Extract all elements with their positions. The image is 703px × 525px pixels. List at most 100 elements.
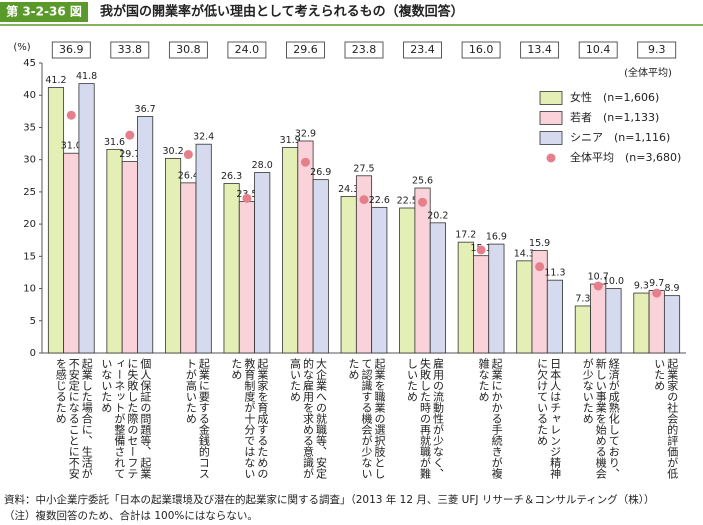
- bar: [371, 206, 388, 354]
- avg-dot: [183, 150, 193, 160]
- avg-box-label: 23.4: [410, 43, 435, 56]
- x-tick-label: 日本人はチャレンジ精神に欠けているため: [535, 358, 562, 479]
- avg-box-label: 29.6: [293, 43, 318, 56]
- bar: [605, 288, 622, 354]
- avg-box-label: 30.8: [176, 43, 201, 56]
- avg-dot: [476, 245, 486, 255]
- avg-box-label: 9.3: [648, 43, 666, 56]
- value-label: 27.5: [353, 163, 374, 174]
- avg-box-label: 23.8: [352, 43, 377, 56]
- avg-box-label: 10.4: [586, 43, 611, 56]
- x-tick-label: 大企業への就職等、安定的な雇用を求める意識が高いため: [288, 358, 328, 479]
- avg-dot: [125, 130, 135, 140]
- y-tick-label: 10: [23, 284, 36, 295]
- bar: [121, 161, 138, 354]
- bar: [648, 290, 665, 354]
- avg-dot: [66, 110, 76, 120]
- value-label: 31.9: [280, 135, 301, 146]
- bar: [429, 222, 446, 354]
- legend-label: シニア (n=1,116): [570, 131, 670, 144]
- y-axis-label: (%): [13, 42, 30, 53]
- avg-box: [461, 41, 501, 59]
- bar: [590, 283, 607, 354]
- avg-box: [344, 41, 384, 59]
- value-label: 15.9: [529, 238, 550, 249]
- value-label: 22.6: [369, 195, 390, 206]
- avg-box-label: 13.4: [527, 43, 552, 56]
- bar: [180, 182, 197, 354]
- value-label: 7.3: [575, 293, 590, 304]
- bar: [195, 143, 212, 354]
- avg-box: [227, 41, 267, 59]
- value-label: 26.4: [178, 170, 199, 181]
- bar: [399, 207, 416, 354]
- bar: [488, 243, 505, 354]
- value-label: 16.9: [486, 232, 507, 243]
- y-tick-label: 40: [23, 90, 36, 101]
- value-label: 32.9: [295, 128, 316, 139]
- avg-box-label: 16.0: [469, 43, 494, 56]
- bar: [165, 157, 182, 354]
- legend-label: 女性 (n=1,606): [570, 90, 659, 104]
- bar: [63, 152, 80, 354]
- avg-box: [168, 41, 208, 59]
- bar: [516, 260, 533, 354]
- value-label: 10.7: [588, 272, 609, 283]
- y-tick-label: 20: [23, 219, 36, 230]
- y-tick-label: 45: [23, 58, 36, 69]
- avg-dot: [418, 197, 428, 207]
- bar: [574, 305, 591, 354]
- value-label: 26.9: [310, 167, 331, 178]
- avg-dot: [242, 193, 252, 203]
- value-label: 36.7: [135, 104, 156, 115]
- value-label: 10.0: [603, 276, 624, 287]
- avg-dot: [535, 262, 545, 272]
- avg-box: [51, 41, 91, 59]
- bar: [254, 172, 271, 354]
- x-tick-label: 起業した場合に、生活が不安定になることに不安を感じるため: [54, 358, 94, 479]
- value-label: 8.9: [664, 283, 679, 294]
- figure-label-box: [0, 2, 88, 22]
- figure-label: 第 3-2-36 図: [6, 4, 82, 19]
- bar: [47, 87, 65, 354]
- source: 資料：中小企業庁委託「日本の起業環境及び潜在的起業家に関する調査」（2013 年…: [4, 494, 655, 506]
- value-label: 28.0: [252, 160, 273, 171]
- avg-dot: [593, 281, 603, 291]
- value-label: 24.3: [338, 184, 359, 195]
- bar: [473, 255, 490, 354]
- x-tick-label: 雇用の流動性が少なく、失敗した時の再就職が難しいため: [405, 358, 445, 479]
- value-label: 20.2: [427, 210, 448, 221]
- y-tick-label: 30: [23, 155, 36, 166]
- legend-swatch: [546, 153, 556, 163]
- legend-swatch: [539, 111, 563, 125]
- x-tick-label: 起業家の社会的評価が低いため: [652, 358, 679, 479]
- bar: [137, 116, 154, 354]
- bar: [663, 295, 681, 354]
- bar: [633, 292, 650, 354]
- x-tick-label: 起業に要する金銭的コストが高いため: [184, 358, 211, 479]
- y-tick-label: 25: [23, 187, 36, 198]
- bar: [546, 279, 563, 354]
- bar: [223, 183, 240, 354]
- value-label: 26.3: [221, 171, 242, 182]
- y-tick-label: 5: [30, 316, 36, 327]
- bar: [106, 148, 123, 354]
- value-label: 41.8: [76, 71, 97, 82]
- bar: [238, 201, 255, 354]
- avg-box-label: 33.8: [118, 43, 143, 56]
- legend-label: 若者 (n=1,133): [570, 111, 659, 124]
- x-tick-label: 個人保証の問題等、起業に失敗した際のセーフティーネットが整備されていないため: [99, 358, 152, 479]
- value-label: 31.6: [104, 137, 125, 148]
- avg-box: [637, 41, 677, 59]
- x-tick-label: 起業を職業の選択肢として認識する機会が少ないため: [347, 358, 386, 479]
- legend-label: 全体平均 (n=3,680): [570, 150, 681, 164]
- avg-box: [520, 41, 560, 59]
- x-tick-label: 起業にかかる手続きが複雑なため: [477, 358, 504, 479]
- value-label: 11.3: [544, 268, 565, 279]
- value-label: 17.2: [455, 230, 476, 241]
- value-label: 30.2: [162, 146, 183, 157]
- x-tick-label: 起業家を育成するための教育制度が十分ではないため: [229, 358, 269, 479]
- avg-box-label: 24.0: [235, 43, 260, 56]
